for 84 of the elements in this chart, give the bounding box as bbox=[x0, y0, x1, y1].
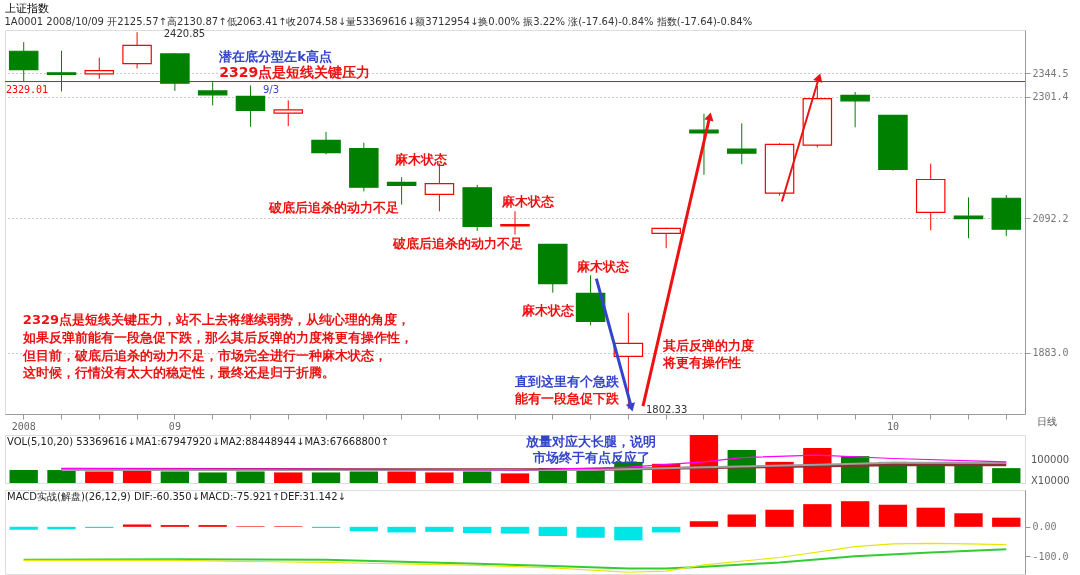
bar bbox=[576, 526, 605, 538]
x-tick-label: 2008 bbox=[11, 420, 36, 432]
candlestick bbox=[197, 81, 228, 106]
bar bbox=[160, 471, 190, 483]
bar bbox=[840, 501, 870, 527]
annotation: 破底后追杀的动力不足 bbox=[391, 236, 523, 252]
bar bbox=[803, 504, 832, 527]
bar bbox=[425, 526, 454, 532]
annotation: 但目前，破底后追杀的动力不足，市场完全进行一种麻木状态， bbox=[21, 347, 387, 363]
annotation: 2329点是短线关键压力 bbox=[219, 63, 371, 80]
bar bbox=[236, 471, 265, 483]
bar bbox=[463, 471, 492, 483]
bar bbox=[463, 526, 492, 534]
annotation: 直到这里有个急跌 bbox=[513, 373, 620, 389]
annotation: 2420.85 bbox=[163, 27, 206, 39]
bar bbox=[311, 472, 341, 483]
bar bbox=[500, 473, 530, 483]
annotation: 2329点是短线关键压力，站不上去将继续弱势，从纯心理的角度， bbox=[22, 312, 411, 328]
bar bbox=[538, 526, 567, 536]
annotation: 能有一段急促下跌 bbox=[514, 391, 620, 407]
bar bbox=[954, 513, 983, 527]
annotation: 麻木状态 bbox=[520, 302, 575, 318]
candlestick bbox=[84, 57, 115, 80]
candlestick bbox=[953, 196, 984, 239]
bar bbox=[85, 471, 114, 483]
bar bbox=[47, 470, 76, 483]
y-tick-label: 0.00 bbox=[1032, 521, 1057, 533]
bar bbox=[878, 504, 908, 527]
annotation: 其后反弹的力度 bbox=[661, 337, 754, 353]
line-series bbox=[23, 542, 1007, 573]
annotation: 9/3 bbox=[262, 84, 280, 96]
bar bbox=[387, 471, 416, 483]
chart-subtitle: 1A0001 2008/10/09 开2125.57↑高2130.87↑低2063.41↑收2074.58↓量53369616↓额3712954↓换0.00% 振3.22% 涨(-17.64)-0.84% 指数(-17.64)-0.84% bbox=[4, 15, 753, 27]
bar bbox=[727, 514, 756, 527]
y-tick-label: 2344.5 bbox=[1032, 67, 1069, 79]
bar bbox=[122, 524, 152, 527]
bar bbox=[122, 470, 152, 483]
bar bbox=[689, 521, 719, 527]
bar bbox=[9, 526, 38, 530]
candlestick bbox=[500, 210, 530, 236]
y-tick-label: 2301.4 bbox=[1032, 91, 1069, 103]
bar bbox=[765, 509, 794, 527]
y-tick-label: -100.0 bbox=[1032, 550, 1069, 562]
bar bbox=[198, 472, 227, 483]
ref-line-label: 2329.01 bbox=[6, 83, 49, 95]
annotation: 麻木状态 bbox=[575, 258, 630, 274]
x-tick-label: 09 bbox=[168, 420, 181, 432]
bar bbox=[425, 472, 454, 483]
chart-title: VOL(5,10,20) 53369616↓MA1:67947920↓MA2:88448944↓MA3:67668800↑ bbox=[7, 436, 389, 447]
annotation: 麻木状态 bbox=[393, 151, 448, 167]
chart-title: 上证指数 bbox=[4, 1, 49, 15]
annotation: 将更有操作性 bbox=[661, 355, 741, 371]
bar bbox=[992, 517, 1021, 527]
bar bbox=[500, 526, 530, 534]
bar bbox=[387, 526, 416, 533]
candlestick bbox=[840, 91, 870, 128]
annotation: 放量对应大长腿，说明 bbox=[525, 433, 657, 449]
annotation: 这时候，行情没有太大的稳定性，最终还是归于折腾。 bbox=[21, 365, 335, 381]
y-tick-label: 2092.2 bbox=[1032, 212, 1069, 224]
chart-title: MACD实战(解盘)(26,12,9) DIF:-60.350↓MACD:-75.921↑DEF:31.142↓ bbox=[7, 491, 346, 502]
bar bbox=[614, 526, 643, 541]
text: 100000 bbox=[1030, 453, 1070, 465]
annotation: 潜在底分型左k高点 bbox=[218, 49, 332, 65]
candlestick bbox=[273, 99, 304, 127]
bar bbox=[916, 507, 945, 527]
candlestick bbox=[46, 50, 77, 92]
bar bbox=[954, 465, 983, 483]
bar bbox=[9, 470, 38, 483]
annotation: 如果反弹前能有一段急促下跌，那么其后反弹的力度将更有操作性， bbox=[21, 329, 413, 345]
x-tick-label: 10 bbox=[886, 420, 899, 432]
bar bbox=[349, 471, 378, 483]
line-series bbox=[22, 548, 1008, 570]
candlestick bbox=[726, 122, 757, 165]
annotation: 破底后追杀的动力不足 bbox=[267, 200, 399, 216]
bar bbox=[274, 472, 303, 483]
text: 日线 bbox=[1036, 415, 1057, 427]
bar bbox=[689, 435, 719, 483]
y-tick-label: 1883.0 bbox=[1032, 347, 1069, 359]
annotation: 1802.33 bbox=[645, 404, 688, 416]
annotation: 麻木状态 bbox=[501, 193, 556, 209]
bar bbox=[349, 526, 378, 532]
annotation: 市场终于有点反应了 bbox=[531, 450, 650, 466]
bar bbox=[992, 468, 1021, 483]
text: X10000 bbox=[1030, 475, 1070, 487]
